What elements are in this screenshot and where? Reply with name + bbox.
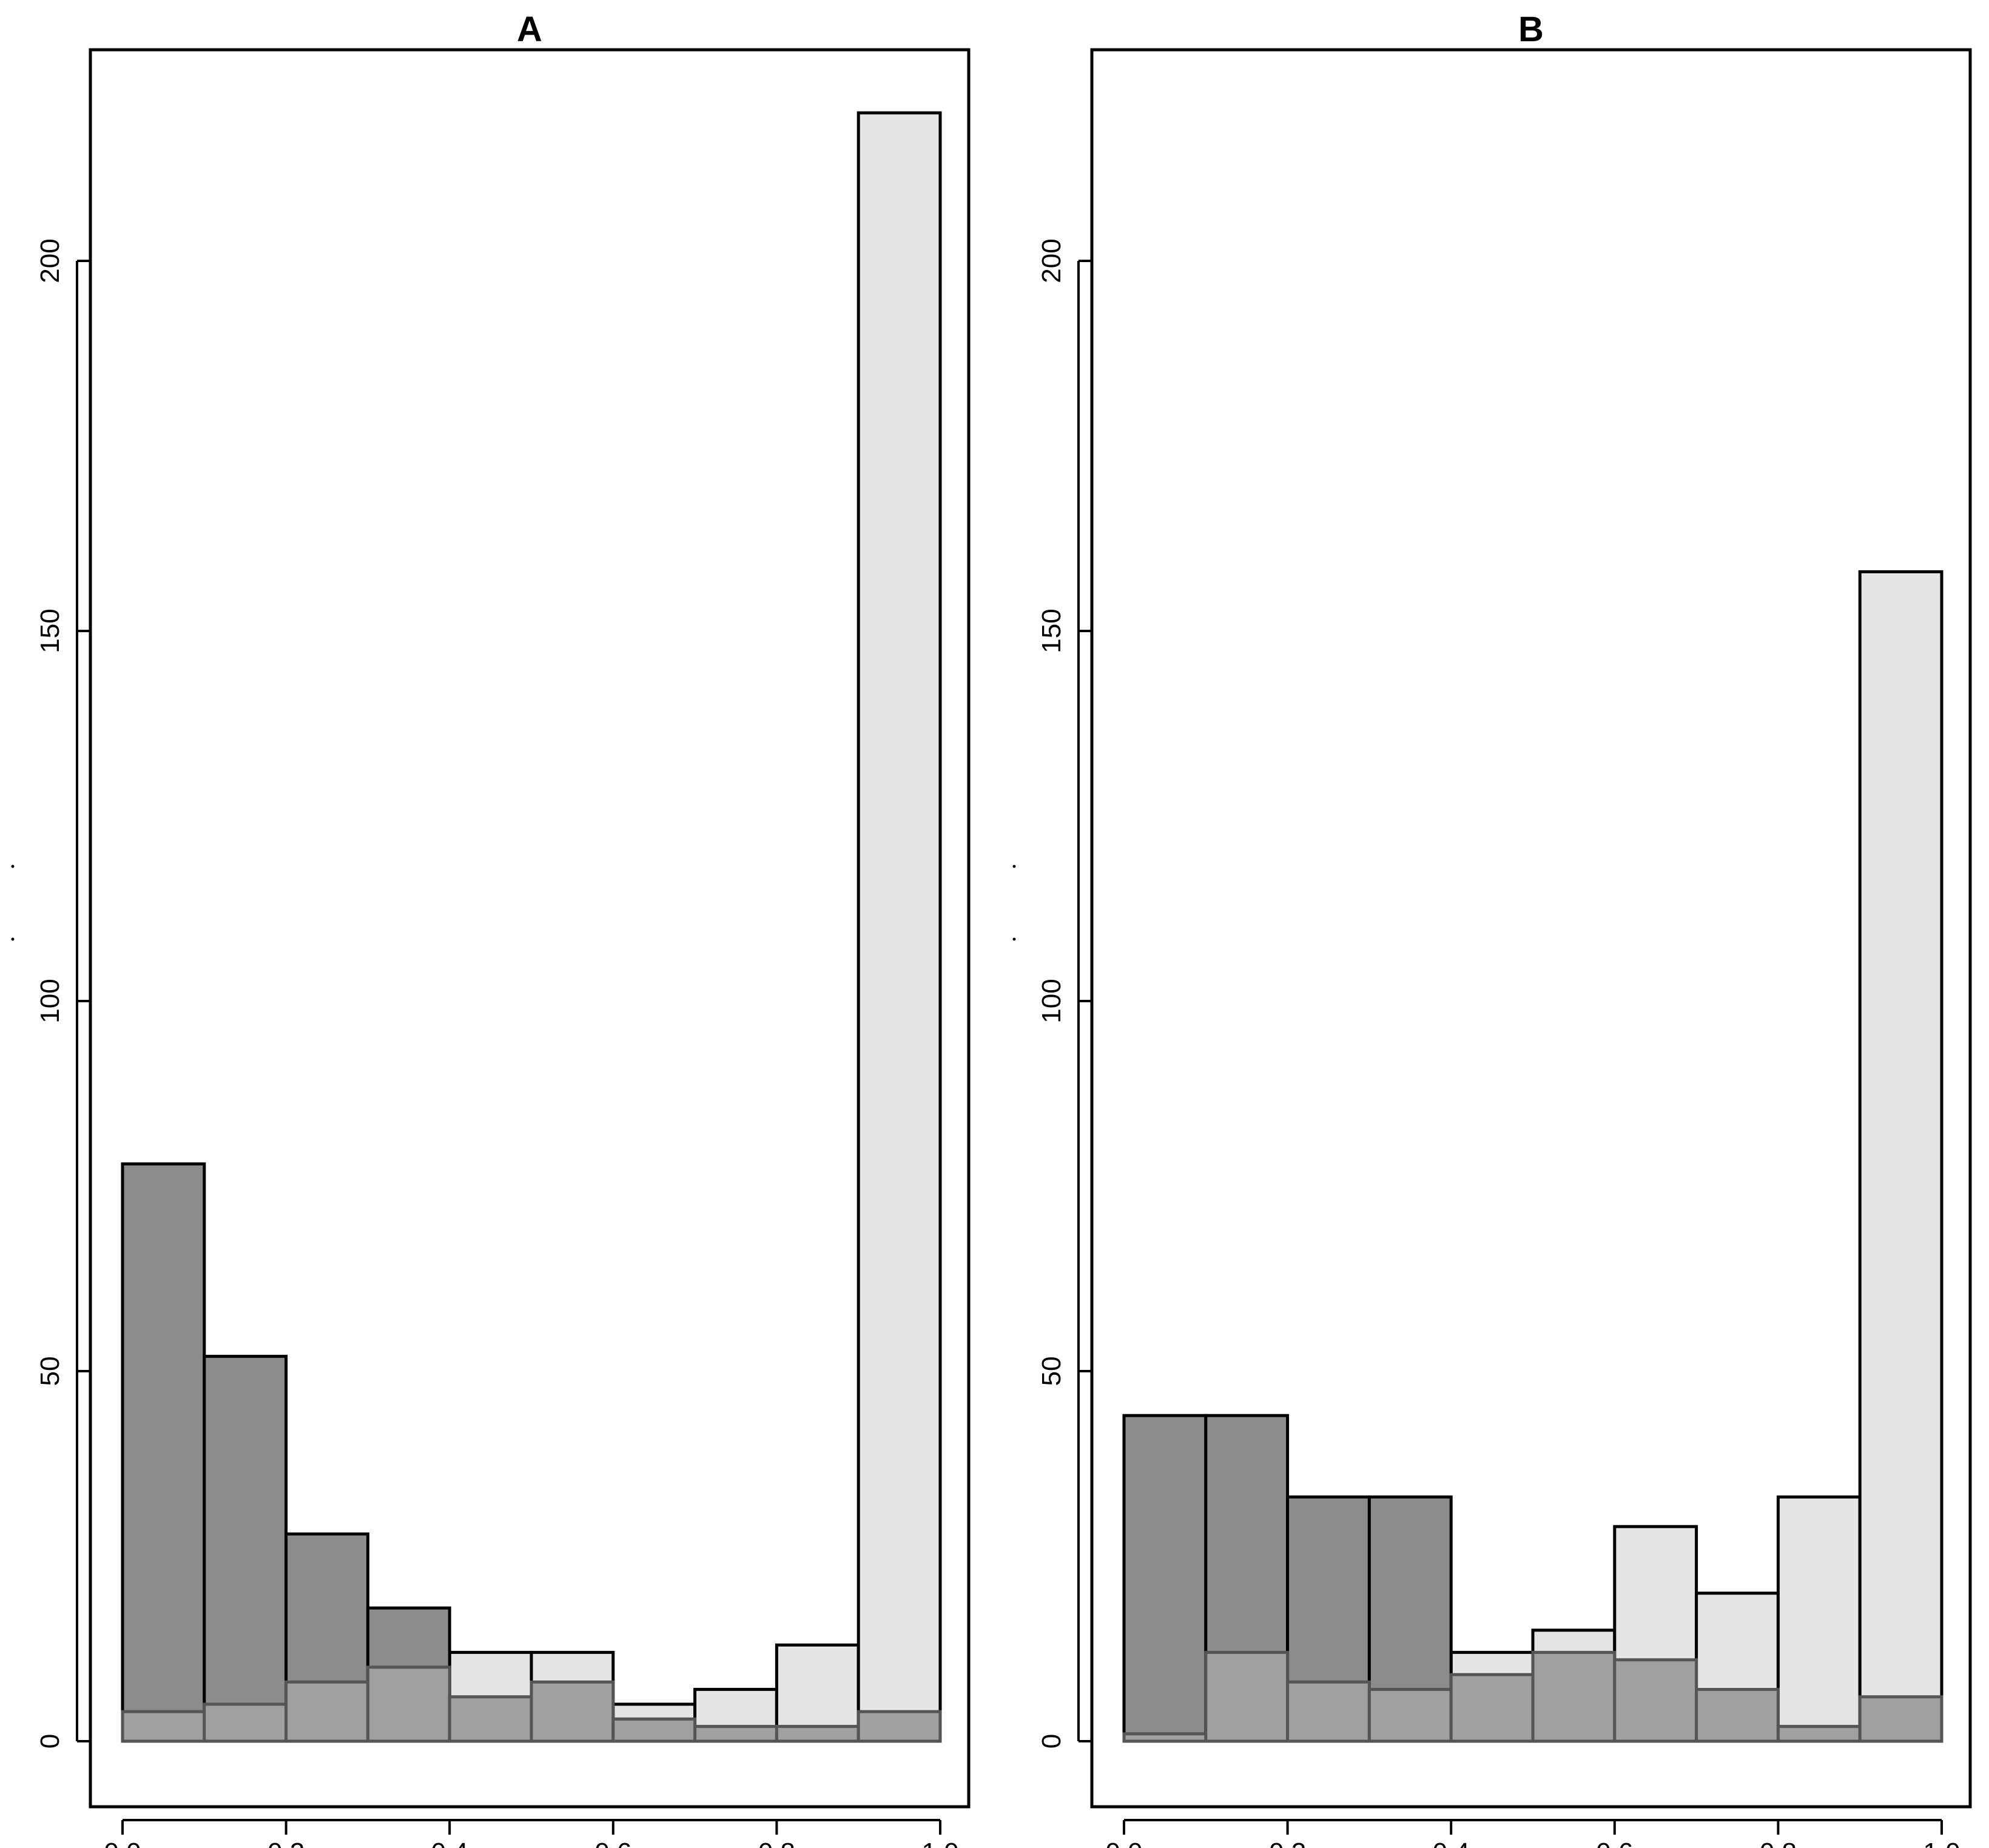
- overlap-bar: [1531, 1651, 1617, 1743]
- ylabel-mark: [1012, 865, 1016, 868]
- overlap-bar: [693, 1725, 778, 1743]
- overlap-bar: [1204, 1651, 1290, 1743]
- overlap-bar: [1858, 1695, 1944, 1743]
- overlap-bar: [530, 1680, 615, 1743]
- x-tick-label: 0.6: [594, 1838, 631, 1848]
- ylabel-mark: [1012, 937, 1016, 941]
- overlap-bar: [121, 1710, 206, 1743]
- dark-bar: [121, 1162, 206, 1743]
- overlap-bar: [611, 1717, 697, 1743]
- overlap-bar: [203, 1702, 288, 1743]
- overlap-bar: [1122, 1732, 1208, 1743]
- x-tick-label: 0.2: [1269, 1838, 1306, 1848]
- x-tick-label: 0.4: [431, 1838, 468, 1848]
- y-tick-label: 200: [1037, 238, 1066, 283]
- x-tick-label: 0.4: [1433, 1838, 1470, 1848]
- panel-title: B: [1518, 10, 1544, 49]
- plot-frame: [1090, 48, 1972, 1809]
- y-tick-label: 100: [1037, 979, 1066, 1023]
- dark-bar: [1122, 1414, 1208, 1743]
- light-bar: [857, 111, 942, 1743]
- x-tick-label: 0.0: [104, 1838, 141, 1848]
- overlap-bar: [448, 1695, 533, 1743]
- x-tick-label: 1.0: [921, 1838, 958, 1848]
- y-tick-label: 150: [35, 609, 65, 653]
- y-tick-label: 0: [35, 1734, 65, 1749]
- y-tick-label: 200: [35, 238, 65, 283]
- x-tick-label: 0.6: [1596, 1838, 1633, 1848]
- panel-a: A 0.0 0.2 0.4 0.6 0.8 1.0 0 50 100 150 200: [11, 10, 971, 1848]
- y-tick-label: 0: [1037, 1734, 1066, 1749]
- overlap-bar: [284, 1680, 369, 1743]
- y-tick-label: 100: [35, 979, 65, 1023]
- panel-b: B 0.0 0.2 0.4 0.6 0.8 1.0 0 50 100 150 200: [1012, 10, 1972, 1848]
- overlap-bar: [857, 1710, 942, 1743]
- light-bar: [1858, 570, 1944, 1743]
- x-tick-label: 0.8: [758, 1838, 795, 1848]
- x-tick-label: 0.0: [1105, 1838, 1142, 1848]
- dark-bar: [203, 1355, 288, 1743]
- overlap-bar: [1695, 1688, 1780, 1743]
- x-tick-label: 1.0: [1923, 1838, 1960, 1848]
- overlap-bar: [1776, 1725, 1862, 1743]
- y-tick-label: 50: [35, 1357, 65, 1386]
- light-bar: [1776, 1495, 1862, 1743]
- overlap-bar: [1449, 1673, 1535, 1743]
- overlap-bar: [775, 1725, 860, 1743]
- overlap-bar: [1367, 1688, 1453, 1743]
- x-tick-label: 0.8: [1760, 1838, 1797, 1848]
- overlap-bar: [1613, 1658, 1698, 1743]
- overlap-bar: [1286, 1680, 1371, 1743]
- y-tick-label: 150: [1037, 609, 1066, 653]
- ylabel-mark: [11, 865, 15, 868]
- ylabel-mark: [11, 937, 15, 941]
- x-tick-label: 0.2: [268, 1838, 305, 1848]
- overlap-bar: [366, 1665, 451, 1743]
- y-tick-label: 50: [1037, 1357, 1066, 1386]
- panel-title: A: [517, 10, 542, 49]
- plot-frame: [89, 48, 971, 1809]
